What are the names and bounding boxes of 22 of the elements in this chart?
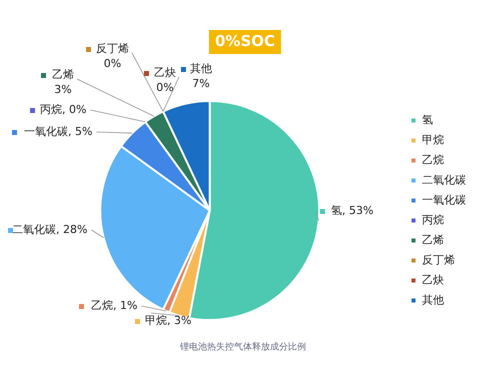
legend-label: 二氧化碳	[422, 173, 466, 186]
data-label: 其他 7%	[190, 62, 212, 90]
legend-label: 丙烷	[422, 213, 444, 226]
data-label: 乙烷, 1%	[91, 298, 138, 312]
data-label: 乙烯 3%	[52, 68, 74, 96]
legend-label: 氢	[422, 113, 433, 126]
data-label: 二氧化碳, 28%	[12, 222, 88, 236]
data-label: 一氧化碳, 5%	[24, 124, 92, 138]
legend-label: 乙烯	[422, 233, 444, 246]
text: 丙烷, 0%	[40, 102, 86, 116]
data-label: 甲烷, 3%	[145, 314, 192, 327]
text: 反丁烯 0%	[96, 42, 129, 70]
text: 锂电池热失控气体释放成分比例	[179, 341, 306, 352]
legend-label: 一氧化碳	[422, 193, 466, 206]
chart-title: 0%SOC	[214, 32, 276, 50]
legend-label: 乙炔	[422, 273, 444, 286]
legend-label: 反丁烯	[422, 253, 455, 266]
data-label: 氢, 53%	[331, 204, 374, 217]
legend-label: 乙烷	[422, 153, 444, 166]
legend-label: 其他	[422, 293, 444, 306]
text: 乙炔 0%	[154, 66, 176, 94]
legend-label: 甲烷	[422, 133, 444, 146]
